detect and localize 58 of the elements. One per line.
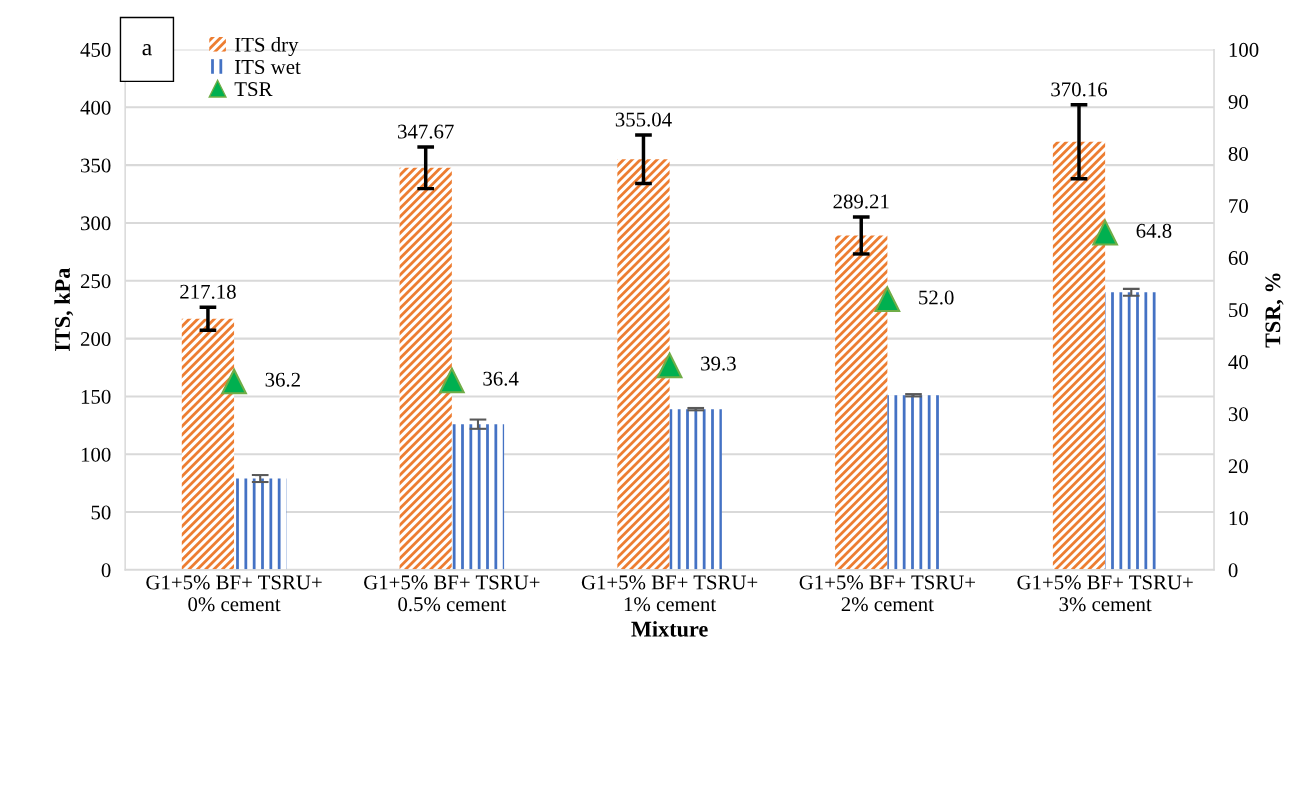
x-axis-title: Mixture [631,621,708,637]
legend-label: ITS dry [235,37,299,57]
bar [399,167,452,570]
bar [887,395,940,570]
point [438,367,465,394]
y2-tick-label: 0 [1228,563,1238,578]
y-tick-label: 100 [81,447,111,462]
bar [451,424,505,570]
y-tick-label: 400 [80,100,111,115]
data-label: 52.0 [919,290,954,305]
data-label: 217.18 [180,284,236,299]
y2-tick-label: 10 [1229,511,1248,526]
data-label: 36.4 [483,371,519,386]
y2-tick-label: 80 [1228,146,1248,161]
y2-tick-label: 50 [1229,303,1248,318]
bar [617,159,670,570]
x-tick-label: G1+5% BF+ TSRU+ 1% cement [581,575,758,612]
point [874,286,901,313]
data-label: 289.21 [833,194,889,209]
point [656,352,683,379]
bar [669,409,722,570]
bar [234,478,287,570]
bar [1105,292,1158,570]
y-tick-label: 300 [81,216,111,231]
x-tick-label: G1+5% BF+ TSRU+ 3% cement [1017,575,1193,612]
point [221,368,247,395]
y-tick-label: 50 [91,505,111,520]
y2-axis-title: TSR, % [1265,273,1284,348]
y2-tick-label: 20 [1228,459,1248,474]
y2-tick-label: 60 [1228,251,1248,266]
y2-tick-label: 30 [1228,407,1248,422]
x-tick-label: G1+5% BF+ TSRU+ 2% cement [799,575,975,612]
annotation: a [142,44,152,56]
y-tick-label: 450 [80,42,111,57]
y2-tick-label: 70 [1229,198,1248,214]
data-label: 355.04 [615,112,672,127]
y2-tick-label: 90 [1228,94,1248,109]
y-tick-label: 0 [101,563,111,578]
data-label: 347.67 [398,124,454,139]
y-axis-title: ITS, kPa [54,268,74,351]
data-label: 36.2 [265,372,300,387]
x-tick-label: G1+5% BF+ TSRU+ 0% cement [146,575,322,612]
legend-label: TSR [234,82,273,97]
y-tick-label: 250 [80,274,111,289]
y-tick-label: 200 [80,331,111,347]
y-tick-label: 150 [81,389,111,404]
x-tick-label: G1+5% BF+ TSRU+ 0.5% cement [364,575,540,612]
y-tick-label: 350 [81,158,111,173]
y2-tick-label: 40 [1228,355,1248,370]
data-label: 370.16 [1051,82,1108,97]
data-label: 39.3 [701,356,736,371]
y2-tick-label: 100 [1229,42,1259,57]
bar [835,235,888,570]
bar [181,318,235,570]
data-label: 64.8 [1136,223,1172,238]
bar [1052,141,1106,570]
point [1092,219,1118,246]
legend-label: ITS wet [235,59,301,74]
